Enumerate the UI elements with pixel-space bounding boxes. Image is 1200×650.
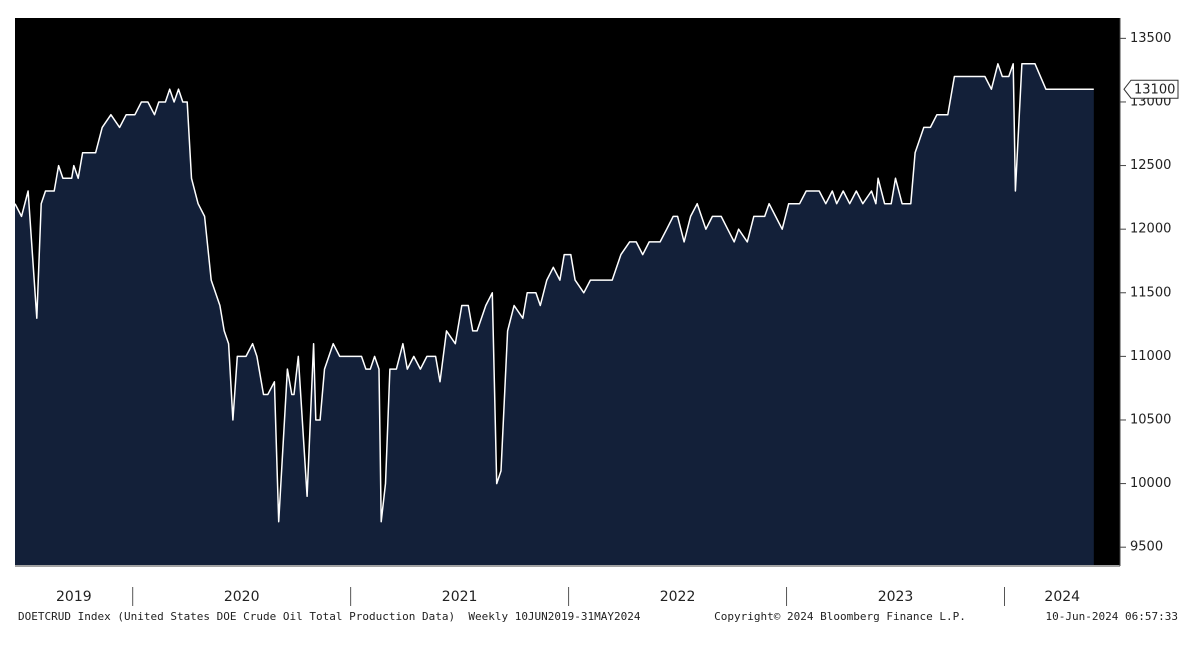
last-value-box [1123, 79, 1179, 99]
y-tick-label: 11500 [1130, 285, 1171, 300]
y-tick-label: 9500 [1130, 540, 1163, 555]
footer-timestamp: 10-Jun-2024 06:57:33 [1046, 610, 1178, 623]
area [15, 63, 1094, 566]
y-tick-label: 13500 [1130, 31, 1171, 46]
x-tick-label: 2021 [442, 589, 478, 605]
y-tick-label: 10500 [1130, 412, 1171, 427]
footer-description: DOETCRUD Index (United States DOE Crude … [18, 610, 641, 623]
y-tick-label: 12000 [1130, 222, 1171, 237]
y-tick-label: 10000 [1130, 476, 1171, 491]
last-value-label: 13100 [1134, 83, 1175, 98]
x-tick-label: 2020 [224, 589, 260, 605]
x-tick-label: 2022 [660, 589, 696, 605]
y-tick-label: 11000 [1130, 349, 1171, 364]
x-tick-label: 2019 [56, 589, 92, 605]
line [14, 63, 1094, 523]
footer-copyright: Copyright© 2024 Bloomberg Finance L.P. [714, 610, 966, 623]
y-tick-label: 12500 [1130, 158, 1171, 173]
x-tick-label: 2024 [1044, 589, 1080, 605]
x-tick-label: 2023 [878, 589, 914, 605]
